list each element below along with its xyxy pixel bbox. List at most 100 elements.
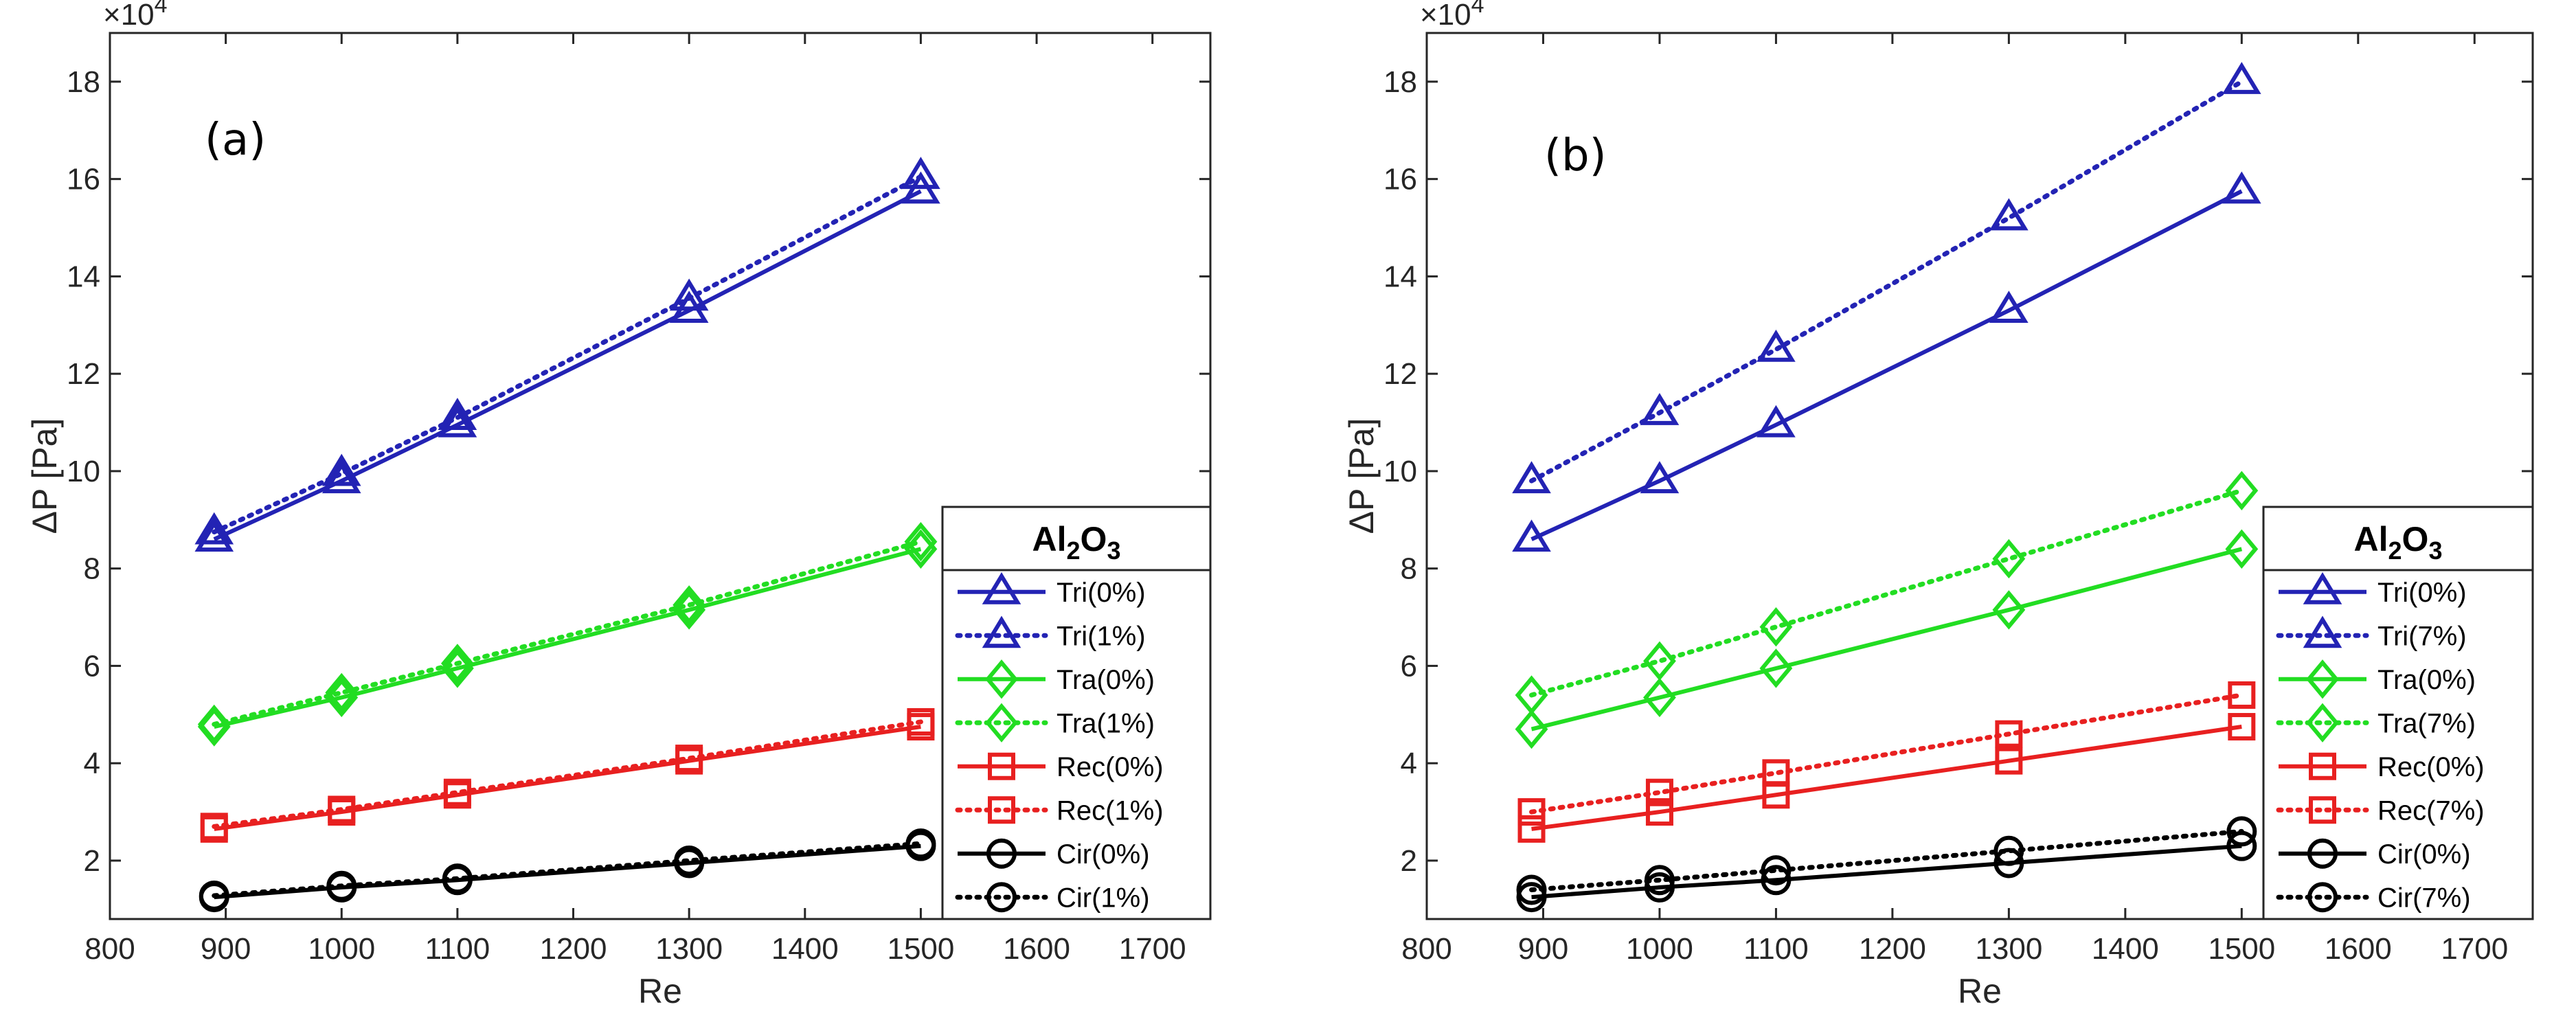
y-tick-label: 4 bbox=[84, 747, 100, 780]
y-tick-label: 12 bbox=[67, 357, 100, 391]
legend-marker bbox=[2309, 796, 2336, 824]
data-point bbox=[1993, 835, 2024, 866]
legend-entry: Rec(0%) bbox=[2377, 752, 2485, 782]
series-line bbox=[1529, 79, 2244, 484]
data-point bbox=[1517, 798, 1546, 826]
y-multiplier: ×104 bbox=[103, 0, 168, 32]
x-tick-label: 1500 bbox=[2208, 932, 2275, 966]
legend-title: Al2O3 bbox=[1032, 520, 1121, 565]
data-point bbox=[443, 778, 471, 806]
x-tick-label: 800 bbox=[1401, 932, 1451, 966]
data-point bbox=[2225, 529, 2259, 569]
data-point bbox=[905, 828, 936, 859]
x-tick-label: 1200 bbox=[1859, 932, 1926, 966]
legend-title-main: Al bbox=[1032, 520, 1067, 558]
x-axis-label: Re bbox=[1958, 972, 2002, 1010]
data-point bbox=[1995, 720, 2023, 748]
data-point bbox=[1762, 759, 1790, 787]
series-line bbox=[214, 547, 922, 729]
y-multiplier-exp: 4 bbox=[1471, 0, 1484, 18]
series-line bbox=[1530, 189, 2243, 541]
legend-entry: Cir(7%) bbox=[2377, 883, 2471, 913]
data-point bbox=[1640, 393, 1680, 425]
y-tick-label: 4 bbox=[1401, 747, 1417, 780]
legend-entry: Tra(0%) bbox=[2377, 665, 2476, 695]
legend-entry: Rec(1%) bbox=[1057, 795, 1164, 826]
data-point bbox=[901, 157, 940, 190]
y-tick-label: 18 bbox=[1383, 65, 1417, 99]
x-tick-label: 800 bbox=[84, 932, 135, 966]
legend-marker bbox=[2306, 703, 2339, 743]
legend-marker bbox=[2303, 571, 2342, 604]
legend-title: Al2O3 bbox=[2354, 520, 2443, 565]
series-line bbox=[1529, 488, 2244, 698]
x-tick-label: 1400 bbox=[771, 932, 839, 966]
x-tick-label: 1000 bbox=[308, 932, 375, 966]
y-tick-label: 16 bbox=[1383, 163, 1417, 196]
axes-box bbox=[109, 32, 1212, 920]
data-point bbox=[1645, 798, 1673, 826]
y-tick-label: 6 bbox=[84, 649, 100, 683]
legend-entry: Cir(1%) bbox=[1057, 883, 1150, 913]
data-point bbox=[1756, 329, 1796, 362]
data-point bbox=[1517, 815, 1546, 843]
legend-marker bbox=[2307, 838, 2338, 869]
data-point bbox=[2225, 471, 2259, 510]
x-tick-label: 1700 bbox=[2441, 932, 2508, 966]
series-line bbox=[1529, 828, 2244, 892]
data-point bbox=[2222, 62, 2261, 94]
data-point bbox=[1644, 865, 1675, 896]
y-tick-label: 8 bbox=[1401, 552, 1417, 586]
x-tick-label: 1000 bbox=[1626, 932, 1693, 966]
data-point bbox=[1512, 519, 1551, 552]
y-tick-label: 8 bbox=[84, 552, 100, 586]
legend-title-mid: O bbox=[1081, 520, 1107, 558]
series-line bbox=[212, 174, 923, 535]
data-point bbox=[1756, 405, 1796, 438]
series-line bbox=[212, 841, 923, 898]
legend-title-sub2: 3 bbox=[2428, 536, 2442, 565]
data-point bbox=[904, 522, 938, 562]
data-point bbox=[1761, 855, 1792, 886]
data-point bbox=[194, 519, 234, 552]
x-tick-label: 1600 bbox=[1003, 932, 1070, 966]
legend-marker bbox=[986, 882, 1017, 913]
data-point bbox=[1512, 461, 1551, 494]
legend-entry: Rec(7%) bbox=[2377, 795, 2485, 826]
data-point bbox=[1759, 607, 1793, 647]
data-point bbox=[328, 795, 356, 824]
y-multiplier-base: ×10 bbox=[1420, 0, 1471, 32]
data-point bbox=[197, 704, 231, 745]
x-tick-label: 1700 bbox=[1119, 932, 1186, 966]
data-point bbox=[1643, 677, 1676, 718]
x-tick-label: 900 bbox=[1518, 932, 1568, 966]
legend-entry: Tra(7%) bbox=[2377, 708, 2476, 738]
legend-entry: Cir(0%) bbox=[2377, 839, 2471, 870]
panel-label: (b) bbox=[1544, 131, 1607, 181]
data-point bbox=[1995, 747, 2023, 775]
y-tick-label: 2 bbox=[1401, 844, 1417, 878]
y-tick-label: 16 bbox=[67, 163, 100, 196]
data-point bbox=[674, 845, 705, 876]
data-point bbox=[1515, 675, 1548, 715]
legend-entry: Rec(0%) bbox=[1057, 752, 1164, 782]
data-point bbox=[200, 813, 228, 841]
legend-entry: Tri(7%) bbox=[2377, 621, 2467, 651]
data-point bbox=[673, 585, 706, 625]
data-point bbox=[2228, 713, 2256, 741]
legend-marker bbox=[2306, 659, 2339, 699]
y-tick-label: 2 bbox=[84, 844, 100, 878]
data-point bbox=[326, 870, 357, 901]
legend-marker bbox=[988, 796, 1015, 824]
data-point bbox=[669, 278, 709, 311]
data-point bbox=[1989, 291, 2029, 324]
data-point bbox=[442, 863, 473, 894]
legend-marker bbox=[988, 752, 1015, 780]
x-tick-label: 1500 bbox=[887, 932, 954, 966]
legend-title-sub2: 3 bbox=[1107, 536, 1120, 565]
y-multiplier-exp: 4 bbox=[155, 0, 168, 18]
data-point bbox=[1515, 709, 1548, 749]
data-point bbox=[194, 512, 234, 545]
data-point bbox=[675, 745, 703, 773]
